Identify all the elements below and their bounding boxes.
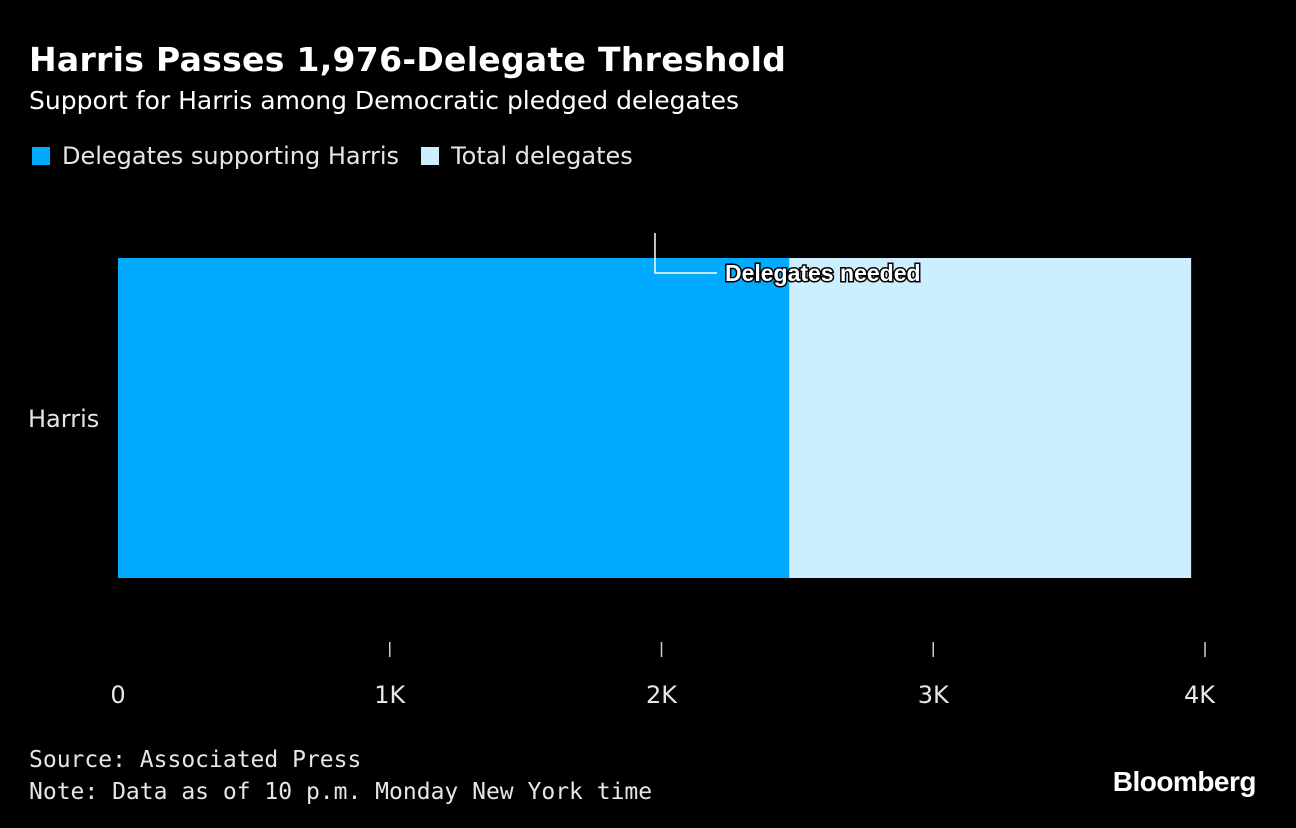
category-label-harris: Harris xyxy=(28,405,99,433)
legend-swatch-supporting xyxy=(32,147,50,165)
footer: Source: Associated Press Note: Data as o… xyxy=(29,744,652,808)
x-tick-label-0: 0 xyxy=(110,681,125,709)
chart-title: Harris Passes 1,976-Delegate Threshold xyxy=(29,40,787,79)
legend-item-total: Total delegates xyxy=(421,142,633,170)
data-note: Note: Data as of 10 p.m. Monday New York… xyxy=(29,779,653,805)
legend-swatch-total xyxy=(421,147,440,165)
bloomberg-logo: Bloomberg xyxy=(1112,766,1257,797)
legend-item-supporting: Delegates supporting Harris xyxy=(32,142,399,170)
source-note: Source: Associated Press xyxy=(29,747,362,773)
x-tick-label-4: 4K xyxy=(1184,681,1216,709)
annotation-label-delegates-needed: Delegates needed xyxy=(725,260,921,286)
x-tick-label-2: 2K xyxy=(646,681,678,709)
bar-supporting-harris xyxy=(118,258,790,578)
annotation-line-delegates-needed xyxy=(654,233,717,274)
chart-subtitle: Support for Harris among Democratic pled… xyxy=(29,86,740,115)
legend-label-supporting: Delegates supporting Harris xyxy=(62,142,400,170)
legend: Delegates supporting Harris Total delega… xyxy=(32,142,655,170)
x-tick-label-3: 3K xyxy=(918,681,950,709)
x-tick-label-1: 1K xyxy=(374,681,406,709)
legend-label-total: Total delegates xyxy=(451,142,633,170)
